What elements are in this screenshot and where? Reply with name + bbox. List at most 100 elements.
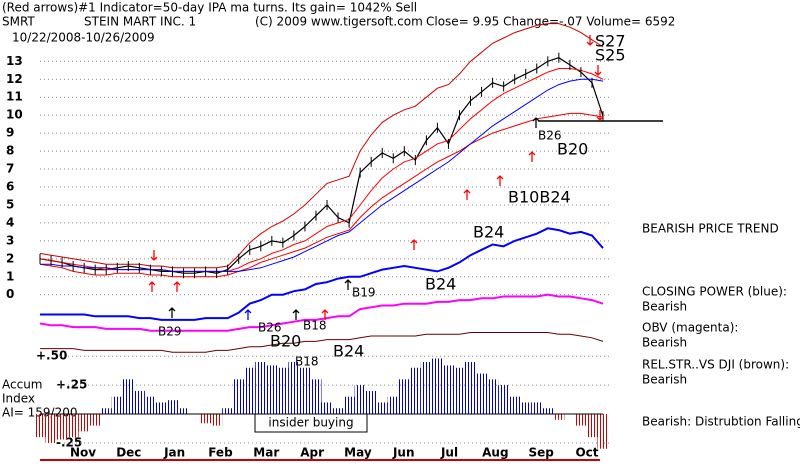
y-tick-label: 13 (6, 54, 23, 68)
signal-arrow (410, 239, 418, 250)
bar (288, 361, 300, 415)
note: Bearish (642, 300, 687, 314)
accum-label: Accum (2, 378, 43, 392)
signal-label: B19 (352, 286, 376, 300)
series-line (40, 78, 604, 272)
bar (431, 358, 443, 415)
bar (277, 367, 289, 415)
signal-arrow (594, 65, 602, 76)
company: STEIN MART INC. 1 (84, 15, 196, 29)
bar (343, 396, 355, 415)
bar (155, 402, 167, 415)
bar (45, 414, 57, 443)
x-tick-label: Aug (482, 446, 508, 460)
signal-label: B20 (557, 140, 588, 159)
y-tick-label: 11 (6, 90, 23, 104)
x-tick-label: Sep (528, 446, 554, 460)
bar (200, 414, 212, 424)
bar (420, 361, 432, 415)
signal-label: B20 (270, 332, 301, 351)
bar (476, 373, 488, 415)
symbol: SMRT (2, 15, 35, 29)
note: OBV (magenta): (642, 321, 738, 335)
bar (211, 414, 223, 426)
bar (78, 414, 90, 432)
x-tick-label: Feb (208, 446, 233, 460)
date-range: 10/22/2008-10/26/2009 (12, 31, 155, 45)
bar (34, 414, 46, 438)
signal-label: B26 (538, 129, 562, 143)
x-tick-label: Dec (116, 446, 141, 460)
bar (376, 402, 388, 415)
signal-arrow (168, 307, 176, 318)
signal-arrow (528, 151, 536, 162)
bar (144, 396, 156, 415)
x-tick-label: Nov (70, 446, 96, 460)
y-tick-label: 1 (6, 269, 14, 283)
signal-label: B24 (333, 342, 364, 361)
bar (177, 408, 190, 415)
signal-arrow (244, 309, 252, 320)
bar (233, 379, 245, 415)
x-tick-label: May (344, 446, 372, 460)
bar (575, 414, 587, 426)
y-tick-label: 3 (6, 233, 14, 247)
x-tick-label: Oct (575, 446, 598, 460)
x-tick-label: Apr (300, 446, 324, 460)
signal-label: B18 (295, 355, 319, 369)
series-line (39, 293, 604, 332)
signal-label: S25 (595, 46, 626, 65)
signal-label: B18 (303, 319, 327, 333)
signal-arrow (321, 309, 329, 320)
y-tick-label: +.50 (36, 349, 67, 363)
y-tick-label: 9 (6, 126, 14, 140)
note: Bearish (642, 336, 687, 350)
bar (266, 365, 278, 415)
x-tick-label: Mar (253, 446, 279, 460)
bar (531, 402, 543, 415)
bar (111, 396, 123, 415)
signal-arrow (586, 35, 594, 46)
accum-sublabel: Index (2, 392, 35, 406)
series-line (40, 332, 604, 353)
series-line (39, 112, 604, 278)
y-tick-label: 4 (6, 215, 14, 229)
series-line (39, 57, 604, 274)
bar (299, 367, 311, 415)
signal-arrow (344, 279, 352, 290)
annotation-text: insider buying (268, 416, 353, 430)
bar (597, 414, 609, 449)
bar (509, 396, 521, 415)
bar (310, 379, 322, 415)
note: BEARISH PRICE TREND (642, 222, 779, 236)
x-tick-label: Jun (392, 446, 415, 460)
bar (354, 385, 366, 415)
y-tick-label: 6 (6, 180, 14, 194)
bar (332, 408, 344, 415)
y-tick-label: 10 (6, 108, 23, 122)
bar (542, 408, 554, 415)
bar (442, 365, 454, 415)
bar (465, 361, 477, 415)
signal-arrow (148, 281, 156, 292)
bar (498, 385, 510, 415)
signal-label: B24 (473, 223, 504, 242)
indicator-text: (Red arrows)#1 Indicator=50-day IPA ma t… (2, 1, 417, 15)
bar (166, 400, 178, 415)
x-tick-label: Jul (440, 446, 458, 460)
note: CLOSING POWER (blue): (642, 285, 787, 299)
bar (56, 414, 68, 440)
signal-label: B26 (258, 321, 282, 335)
bar (453, 367, 466, 415)
bar (409, 367, 421, 415)
signal-label: B29 (158, 325, 182, 339)
note: Bearish: Distrubtion Falling. (642, 415, 800, 429)
bar (222, 408, 234, 415)
bar (89, 414, 101, 426)
y-tick-label: 8 (6, 144, 14, 158)
quote: Close= 9.95 Change=-.07 Volume= 6592 (426, 15, 675, 29)
x-tick-label: Jan (163, 446, 185, 460)
bar (122, 379, 134, 415)
note: Bearish (642, 373, 687, 387)
